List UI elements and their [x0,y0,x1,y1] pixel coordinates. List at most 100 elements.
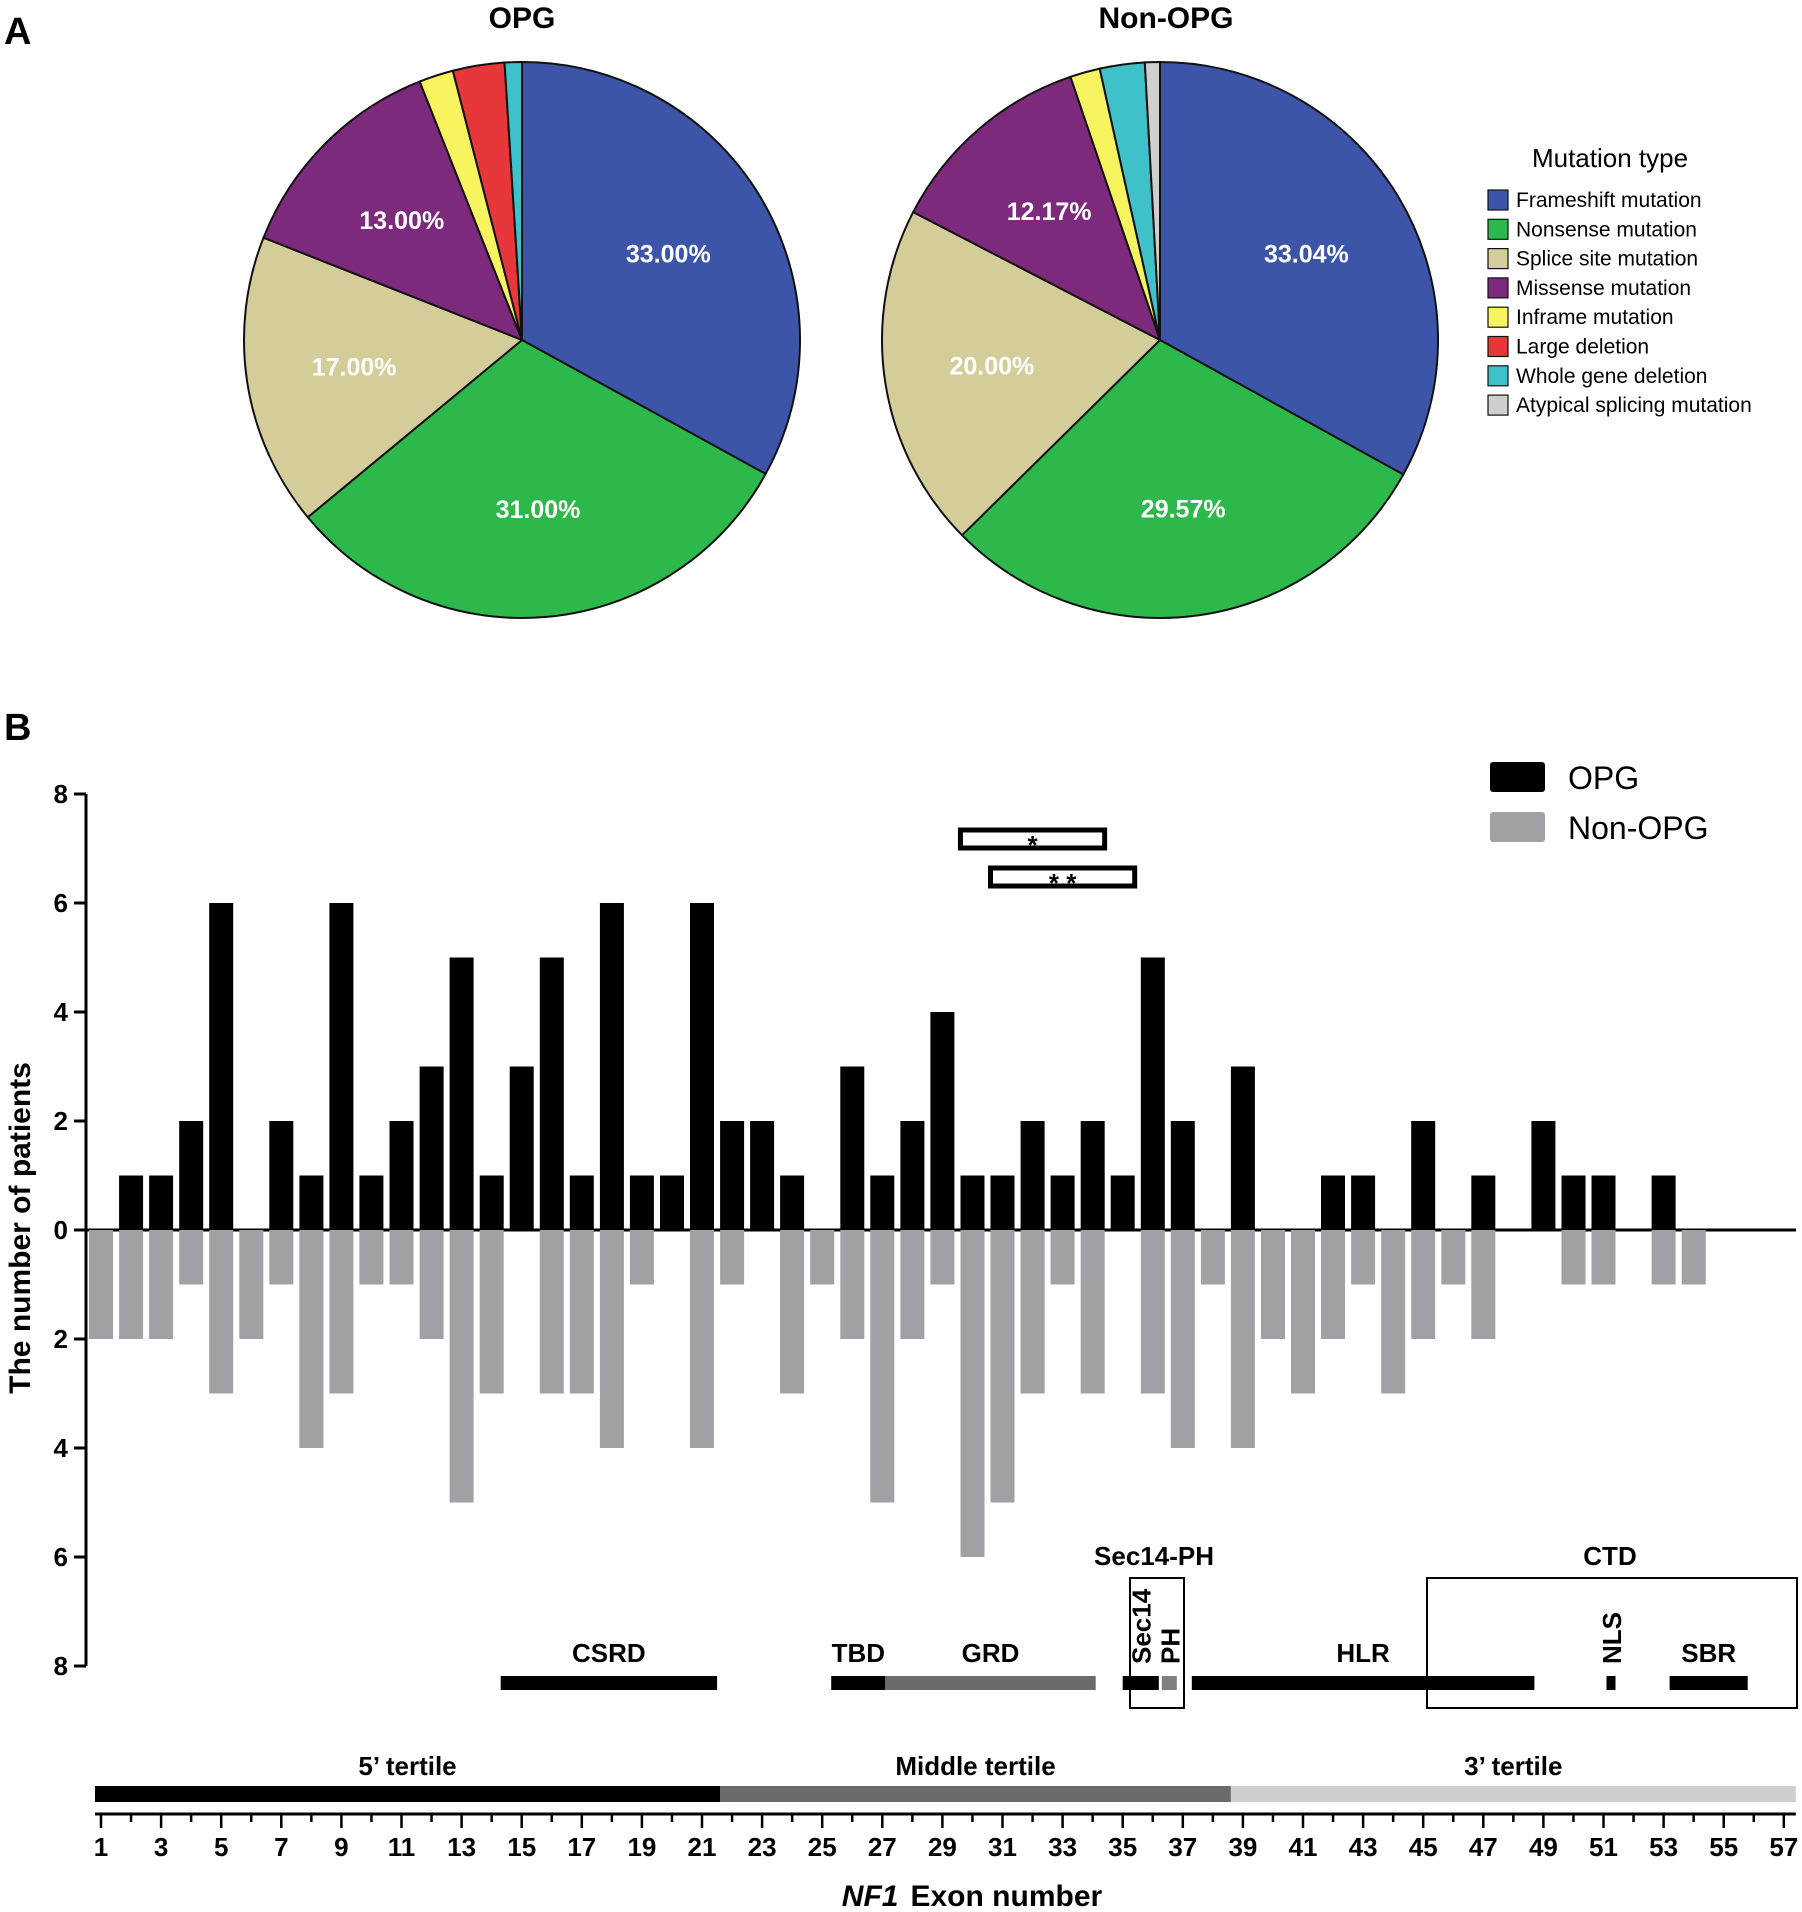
non-opg-bar-exon-30 [960,1230,985,1557]
non-opg-data-label-missense-mutation: 12.17% [1007,198,1092,226]
non-opg-bar-exon-46 [1441,1230,1466,1285]
domain-label-sbr: SBR [1681,1638,1736,1668]
non-opg-slice-missense-mutation [911,75,1162,343]
opg-bar-exon-34 [1080,1121,1105,1230]
tertile-bar-5-tertile [95,1786,720,1802]
non-opg-data-label-frameshift-mutation: 33.04% [1264,241,1349,269]
opg-bar-exon-4 [179,1121,204,1230]
panel-b-letter: B [4,707,31,749]
opg-bar-exon-53 [1651,1175,1676,1230]
legend-label-whole-gene-deletion: Whole gene deletion [1516,365,1707,388]
domain-label-hlr: HLR [1336,1638,1390,1668]
non-opg-bar-exon-21 [690,1230,714,1448]
opg-bar-exon-20 [660,1175,684,1230]
tertile-label-5-tertile: 5’ tertile [358,1751,456,1781]
domain-label-nls: NLS [1597,1612,1627,1664]
x-tick-label: 41 [1289,1832,1318,1862]
domain-bar-sec14 [1122,1676,1159,1690]
pie-title-non-opg: Non-OPG [1099,2,1234,35]
y-tick-label: 8 [54,779,68,809]
opg-bar-exon-18 [599,903,624,1230]
pie-chart-opg: OPG 33.00% 31.00% 17.00% 13.00% [243,2,801,619]
non-opg-bar-exon-54 [1681,1230,1706,1285]
y-tick-label: 8 [54,1651,68,1681]
domain-group-ctd-label: CTD [1583,1541,1636,1571]
bar-legend-swatch-opg [1490,762,1545,792]
x-tick-label: 3 [154,1832,168,1862]
opg-bar-exon-39 [1230,1066,1255,1230]
x-axis-title-suffix: Exon number [910,1880,1102,1912]
non-opg-slice-frameshift-mutation [1159,60,1439,476]
non-opg-bar-exon-11 [389,1230,414,1285]
x-tick-label: 13 [447,1832,476,1862]
domain-label-sec14: Sec14 [1127,1588,1157,1664]
domain-label-ph: PH [1155,1628,1185,1664]
non-opg-bar-exon-47 [1471,1230,1496,1339]
x-tick-label: 33 [1048,1832,1077,1862]
domain-label-grd: GRD [962,1638,1020,1668]
opg-bar-exon-7 [269,1121,294,1230]
opg-bar-exon-9 [329,903,354,1230]
non-opg-slice-splice-site-mutation [881,210,1162,537]
opg-bar-exon-29 [930,1012,955,1230]
tertile-bar-3-tertile [1230,1786,1796,1802]
non-opg-bar-exon-25 [810,1230,835,1285]
bar-legend-label-non-opg: Non-OPG [1568,810,1708,846]
legend-label-atypical-splicing-mutation: Atypical splicing mutation [1516,394,1752,417]
tertile-label-3-tertile: 3’ tertile [1464,1751,1562,1781]
opg-bar-exon-21 [690,903,714,1230]
opg-bar-exon-49 [1531,1121,1556,1230]
opg-bar-exon-26 [840,1066,865,1230]
non-opg-bar-exon-42 [1321,1230,1345,1339]
non-opg-bar-exon-33 [1050,1230,1075,1285]
non-opg-bar-exon-22 [720,1230,745,1285]
opg-bar-exon-36 [1140,957,1165,1230]
y-tick-label: 6 [54,1542,68,1572]
panel-a-letter: A [4,11,31,53]
non-opg-bar-exon-39 [1230,1230,1255,1448]
legend-swatch-atypical-splicing-mutation [1487,394,1509,416]
domain-label-csrd: CSRD [572,1638,646,1668]
non-opg-bar-exon-1 [89,1230,113,1339]
x-tick-label: 37 [1168,1832,1197,1862]
opg-bar-exon-30 [960,1175,985,1230]
opg-bar-exon-3 [149,1175,174,1230]
x-tick-label: 27 [868,1832,897,1862]
non-opg-bar-exon-37 [1170,1230,1195,1448]
opg-bar-exon-28 [900,1121,925,1230]
opg-bar-exon-2 [119,1175,144,1230]
non-opg-bar-exon-41 [1291,1230,1315,1394]
x-tick-label: 57 [1769,1832,1798,1862]
non-opg-bar-exon-13 [449,1230,474,1503]
tertile-label-middle-tertile: Middle tertile [895,1751,1055,1781]
opg-slice-splice-site-mutation [243,236,524,519]
x-tick-label: 43 [1349,1832,1378,1862]
tertile-bar-middle-tertile [720,1786,1231,1802]
opg-bar-exon-14 [479,1175,504,1230]
non-opg-bar-exon-31 [990,1230,1015,1503]
opg-data-label-missense-mutation: 13.00% [359,207,444,235]
domain-bar-grd [885,1676,1096,1690]
non-opg-bar-exon-29 [930,1230,955,1285]
non-opg-bar-exon-51 [1591,1230,1616,1285]
opg-data-label-splice-site-mutation: 17.00% [312,354,397,382]
x-tick-label: 11 [388,1832,416,1862]
x-tick-label: 39 [1228,1832,1257,1862]
legend-swatch-inframe-mutation [1487,306,1509,328]
opg-bar-exon-10 [359,1175,384,1230]
legend-swatch-frameshift-mutation [1487,189,1509,211]
legend-swatch-whole-gene-deletion [1487,365,1509,387]
legend-title: Mutation type [1532,143,1688,173]
non-opg-bar-exon-7 [269,1230,294,1285]
legend-swatch-nonsense-mutation [1487,218,1509,240]
y-tick-label: 2 [54,1106,68,1136]
x-tick-label: 25 [808,1832,837,1862]
y-tick-label: 4 [54,997,69,1027]
legend-label-frameshift-mutation: Frameshift mutation [1516,189,1702,212]
non-opg-data-label-nonsense-mutation: 29.57% [1141,495,1226,523]
domain-label-tbd: TBD [832,1638,885,1668]
non-opg-bar-exon-38 [1200,1230,1225,1285]
x-tick-label: 49 [1529,1832,1558,1862]
domain-group-sec14ph-label: Sec14-PH [1094,1541,1214,1571]
